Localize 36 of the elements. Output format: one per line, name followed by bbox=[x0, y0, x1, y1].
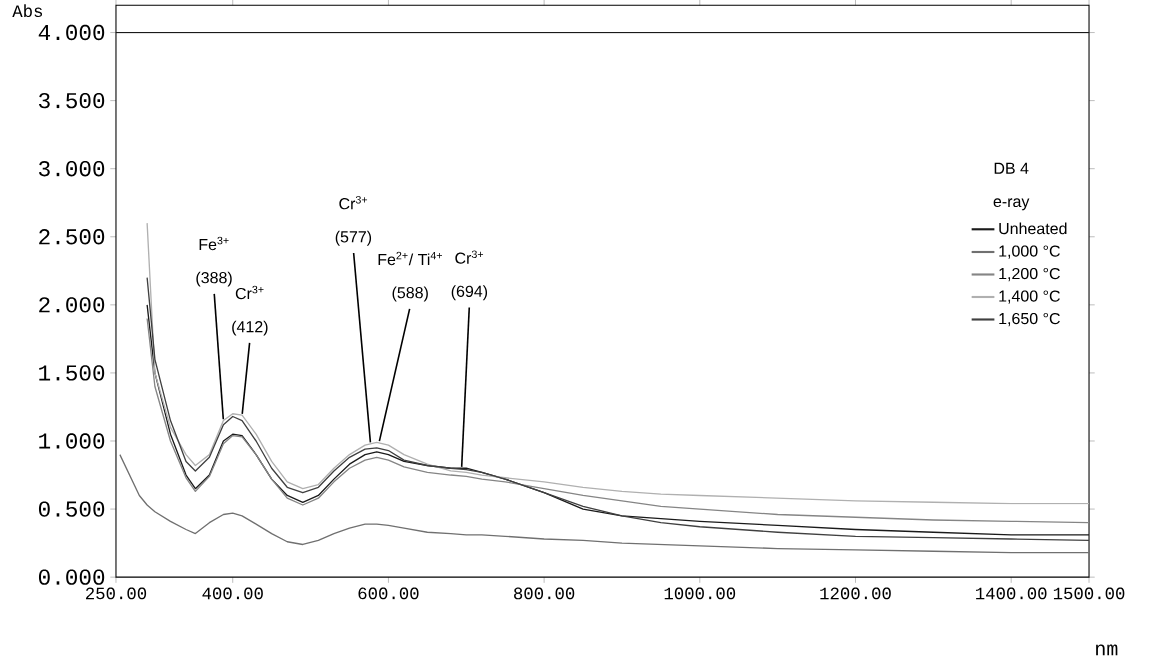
x-axis-title: nm bbox=[1096, 644, 1118, 656]
x-tick-label: 250.00 bbox=[85, 587, 147, 600]
x-tick-label: 1400.00 bbox=[976, 587, 1047, 600]
annotation: Fe$^{3+}$ bbox=[199, 236, 229, 251]
text: DB 4 bbox=[994, 162, 1029, 174]
text: e-ray bbox=[993, 198, 1030, 211]
y-tick-label: 1.500 bbox=[39, 365, 105, 381]
y-tick-label: 1.000 bbox=[39, 433, 105, 449]
legend-label: Unheated bbox=[999, 222, 1067, 235]
annotation: (694) bbox=[451, 285, 488, 301]
annotation: (588) bbox=[392, 286, 428, 302]
x-tick-label: 600.00 bbox=[358, 587, 419, 600]
legend-label: 1,000 °C bbox=[999, 245, 1060, 259]
annotation: (388) bbox=[196, 271, 232, 287]
y-tick-label: 0.000 bbox=[38, 569, 105, 585]
y-axis-title: Abs bbox=[12, 4, 43, 17]
y-tick-label: 3.000 bbox=[39, 160, 105, 177]
y-tick-label: 2.500 bbox=[39, 229, 105, 245]
annotation: Cr$^{3+}$ bbox=[455, 250, 484, 264]
x-tick-label: 1000.00 bbox=[664, 587, 736, 600]
legend-label: 1,400 °C bbox=[999, 290, 1060, 304]
legend-label: 1,200 °C bbox=[999, 267, 1060, 282]
x-tick-label: 400.00 bbox=[202, 587, 263, 600]
annotation: (577) bbox=[335, 230, 372, 246]
x-tick-label: 1200.00 bbox=[820, 587, 891, 600]
annotation: Cr$^{3+}$ bbox=[235, 285, 264, 300]
annotation: Fe$^{2+}$/ Ti$^{4+}$ bbox=[378, 251, 443, 266]
annotation: (412) bbox=[232, 320, 268, 336]
y-tick-label: 3.500 bbox=[39, 92, 105, 109]
y-tick-label: 0.500 bbox=[38, 501, 105, 517]
x-tick-label: 1500.00 bbox=[1053, 587, 1125, 600]
y-tick-label: 4.000 bbox=[38, 24, 105, 41]
legend-label: 1,650 °C bbox=[999, 312, 1060, 327]
y-tick-label: 2.000 bbox=[39, 297, 105, 313]
x-tick-label: 800.00 bbox=[514, 587, 575, 600]
annotation: Cr$^{3+}$ bbox=[339, 195, 368, 210]
